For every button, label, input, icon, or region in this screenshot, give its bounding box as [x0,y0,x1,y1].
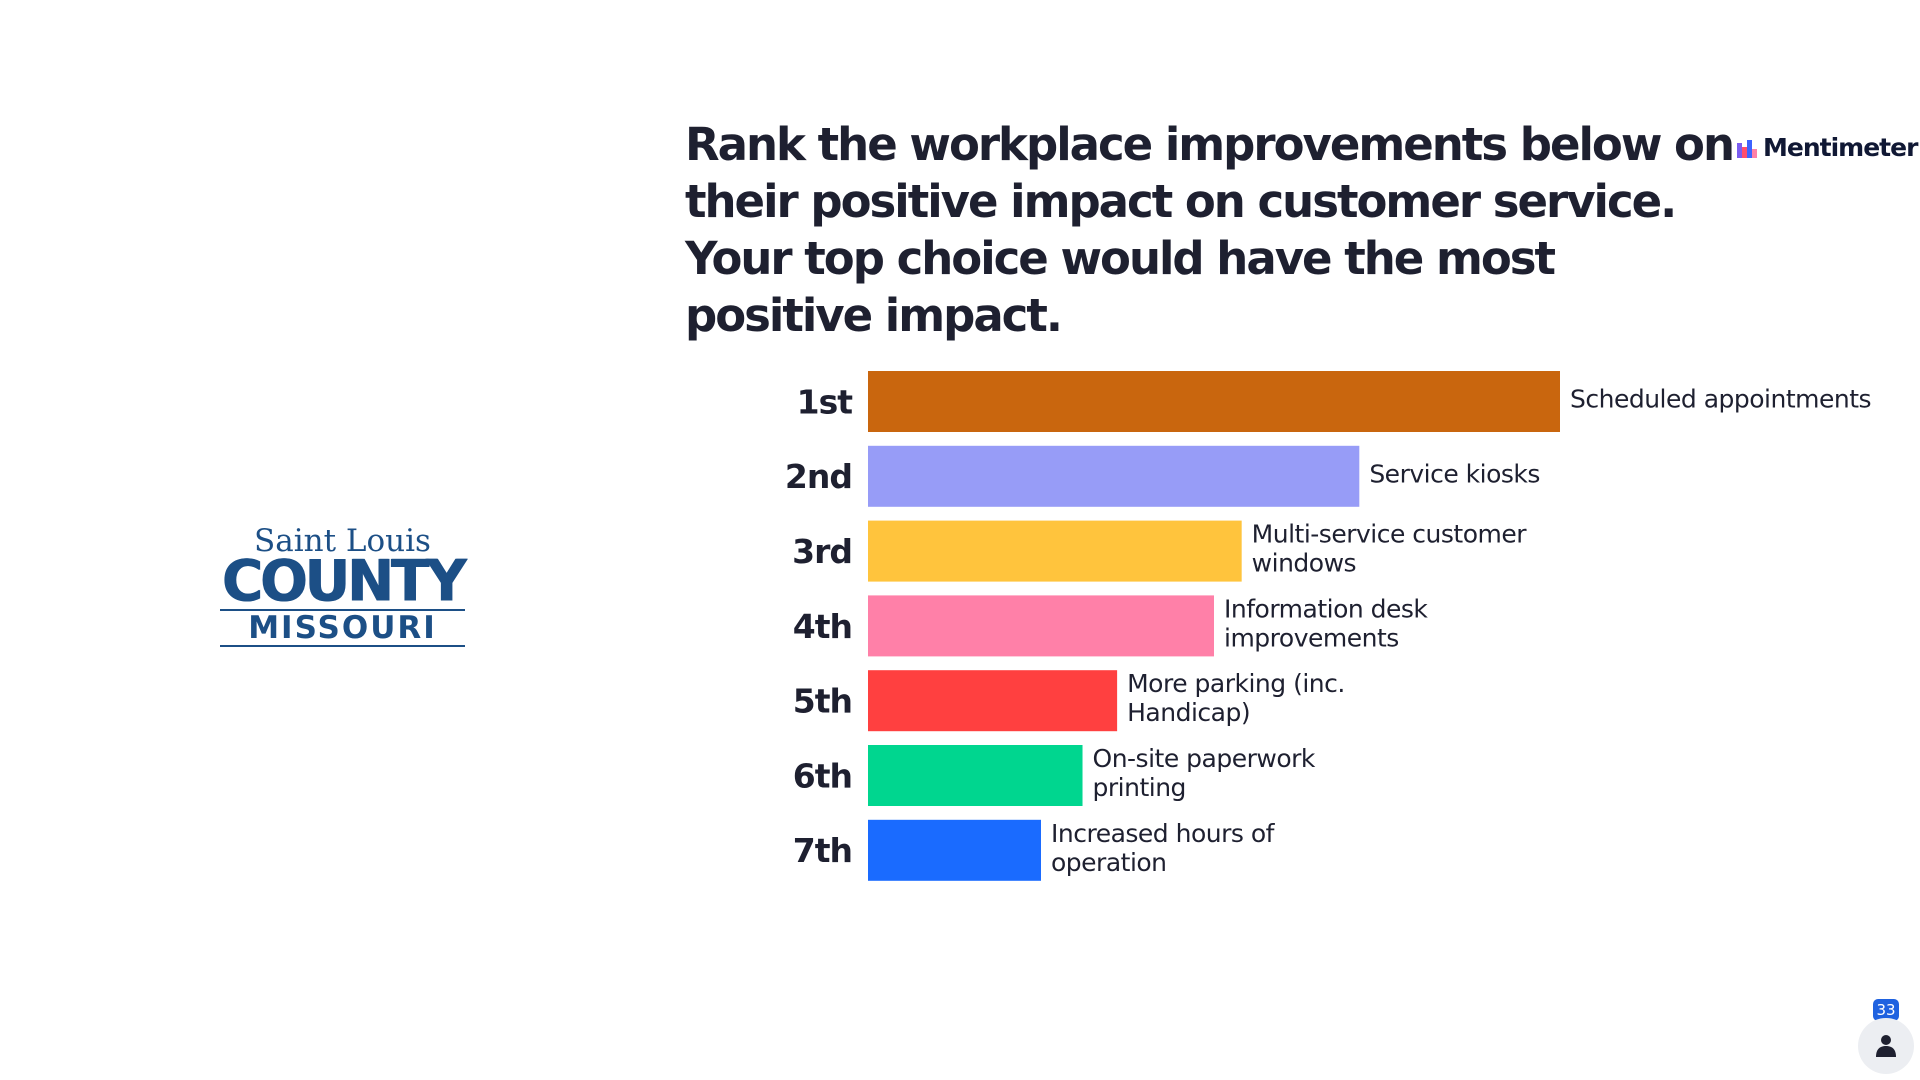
rank-label-3: 3rd [792,532,852,571]
participant-count-badge: 33 [1873,999,1899,1021]
bar-label-4: Information desk improvements [1224,594,1428,652]
logo-line-saint-louis: Saint Louis [254,523,431,559]
bar-rank-4 [868,595,1214,657]
person-icon [1876,1035,1896,1057]
bar-rank-1 [868,371,1560,432]
rank-label-6: 6th [793,756,852,795]
rank-label-1: 1st [797,382,854,421]
participants-button[interactable] [1858,1018,1914,1074]
bar-label-5: More parking (inc. Handicap) [1127,669,1345,727]
logo-line-county: COUNTY [221,548,467,615]
saint-louis-county-logo: Saint Louis COUNTY MISSOURI [220,523,467,647]
bar-rank-2 [868,445,1360,507]
bar-label-3: Multi-service customer windows [1252,520,1528,578]
rank-label-4: 4th [793,607,852,646]
question-title: Rank the workplace improvements below on… [685,118,1735,342]
mentimeter-wordmark: Mentimeter [1763,133,1918,162]
rank-label-2: 2nd [785,457,852,496]
rank-label-7: 7th [793,831,852,870]
rank-label-5: 5th [793,682,852,721]
bar-rank-5 [868,670,1118,732]
mentimeter-logo-icon [1737,139,1757,158]
bar-rank-6 [868,745,1083,806]
mentimeter-brand: Mentimeter [1737,133,1918,162]
bar-label-1: Scheduled appointments [1570,385,1871,414]
bar-label-7: Increased hours of operation [1051,819,1276,877]
bar-label-6: On-site paperwork printing [1093,744,1316,802]
bar-label-2: Service kiosks [1369,459,1540,488]
logo-line-missouri: MISSOURI [220,609,465,647]
bar-rank-3 [868,520,1242,582]
bar-rank-7 [868,819,1041,881]
